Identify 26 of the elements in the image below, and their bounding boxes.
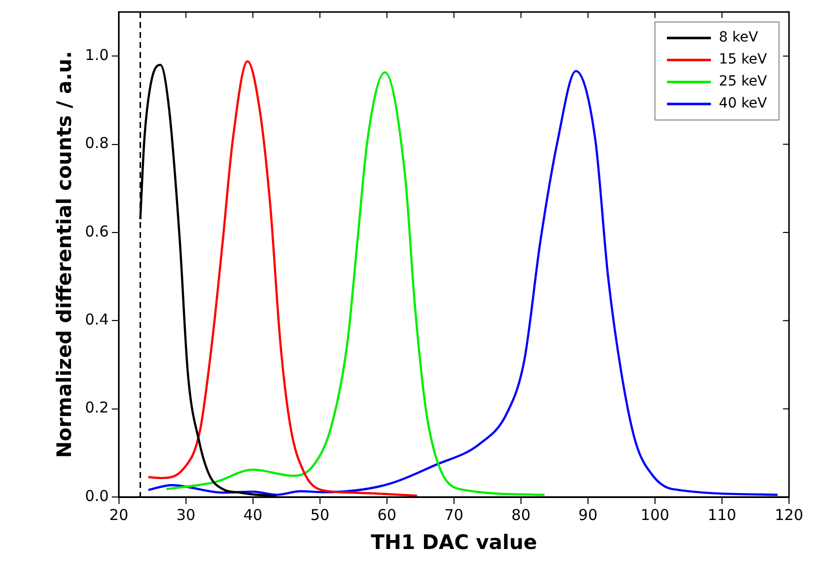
x-tick-label: 50	[310, 506, 330, 524]
legend-label: 25 keV	[718, 74, 768, 90]
y-tick-label: 1.0	[84, 46, 109, 64]
y-tick-label: 0.6	[84, 222, 109, 240]
x-tick-label: 70	[444, 506, 464, 524]
y-tick-label: 0.8	[84, 134, 109, 152]
y-tick-label: 0.4	[84, 310, 109, 329]
x-axis-title: TH1 DAC value	[370, 530, 538, 554]
x-tick-label: 90	[578, 506, 598, 524]
x-tick-label: 80	[511, 506, 530, 524]
x-tick-label: 30	[176, 506, 196, 524]
x-tick-label: 20	[109, 506, 128, 524]
legend-label: 15 keV	[718, 52, 768, 68]
x-tick-label: 60	[377, 506, 396, 524]
y-tick-label: 0.2	[84, 398, 109, 417]
x-tick-label: 120	[774, 506, 804, 524]
legend-label: 40 keV	[718, 96, 768, 112]
line-series	[147, 60, 418, 497]
legend-label: 8 keV	[718, 30, 759, 46]
x-tick-label: 110	[708, 506, 736, 524]
x-tick-label: 40	[243, 506, 262, 524]
y-tick-label: 0.0	[84, 486, 109, 505]
line-series	[147, 70, 779, 496]
line-series	[165, 71, 546, 496]
y-axis-title: Normalized differential counts / a.u.	[52, 51, 76, 458]
x-tick-label: 100	[640, 506, 670, 524]
